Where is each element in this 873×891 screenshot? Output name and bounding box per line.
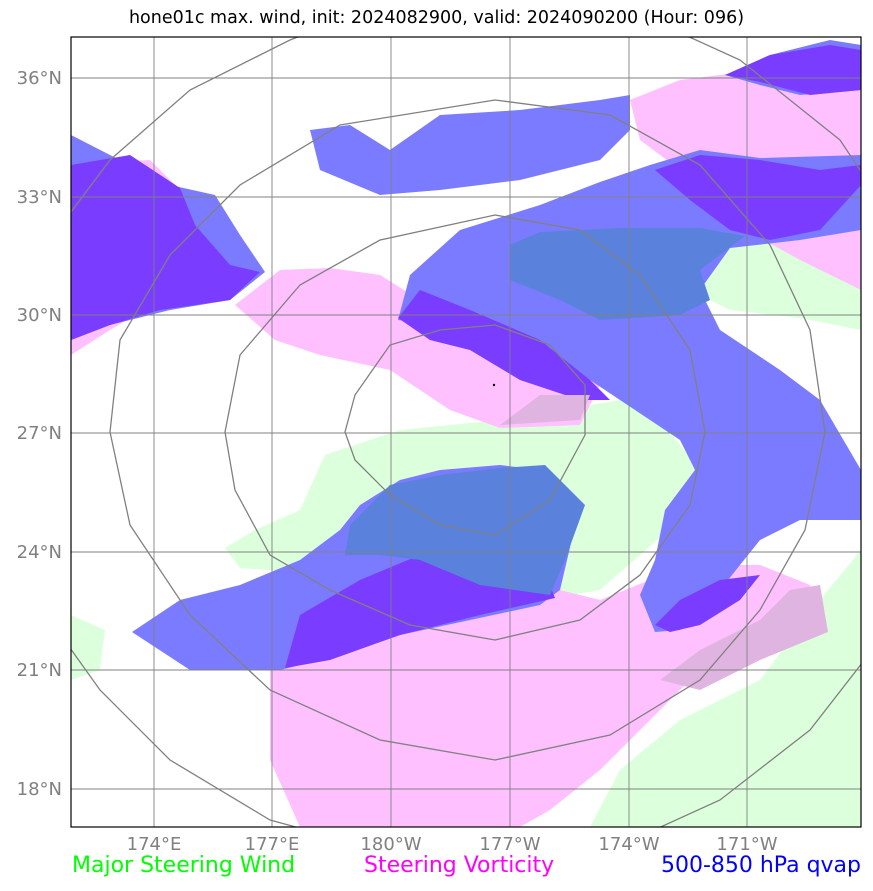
legend-qvap: 500-850 hPa qvap: [660, 853, 861, 878]
lon-label: 174°E: [127, 834, 182, 855]
range-ring-1: [344, 324, 586, 536]
lat-label: 24°N: [17, 542, 62, 563]
range-ring-4: [71, 37, 861, 827]
vorticity-wind-overlap: [660, 585, 828, 690]
lat-label: 33°N: [17, 187, 62, 208]
map-frame: [70, 36, 862, 828]
lon-label: 180°W: [360, 834, 421, 855]
lat-label: 30°N: [17, 305, 62, 326]
qvap-dense-area: [655, 575, 760, 632]
legend-steering-vorticity: Steering Vorticity: [364, 853, 555, 878]
qvap-dense-area: [725, 45, 861, 95]
lon-label: 177°W: [479, 834, 540, 855]
qvap-dense-area: [398, 290, 610, 400]
lat-label: 36°N: [17, 68, 62, 89]
legend-steering-wind: Major Steering Wind: [72, 853, 296, 878]
range-ring-3: [109, 99, 826, 761]
qvap-dense-area: [655, 155, 861, 240]
lon-label: 174°W: [598, 834, 659, 855]
range-ring-2: [224, 214, 706, 641]
steering-wind-area: [71, 615, 105, 680]
lon-label: 171°W: [716, 834, 777, 855]
storm-center-marker: [492, 383, 496, 387]
map-title: hone01c max. wind, init: 2024082900, val…: [128, 8, 745, 28]
lat-label: 21°N: [17, 660, 62, 681]
qvap-dense-area: [71, 155, 260, 340]
qvap-wind-overlap: [510, 228, 745, 320]
vorticity-wind-overlap: [500, 395, 590, 425]
steering-wind-area: [590, 550, 861, 827]
lon-label: 177°E: [245, 834, 300, 855]
qvap-area: [310, 95, 630, 195]
lat-label: 27°N: [17, 423, 62, 444]
steering-vorticity-area: [235, 268, 600, 428]
lat-label: 18°N: [17, 779, 62, 800]
